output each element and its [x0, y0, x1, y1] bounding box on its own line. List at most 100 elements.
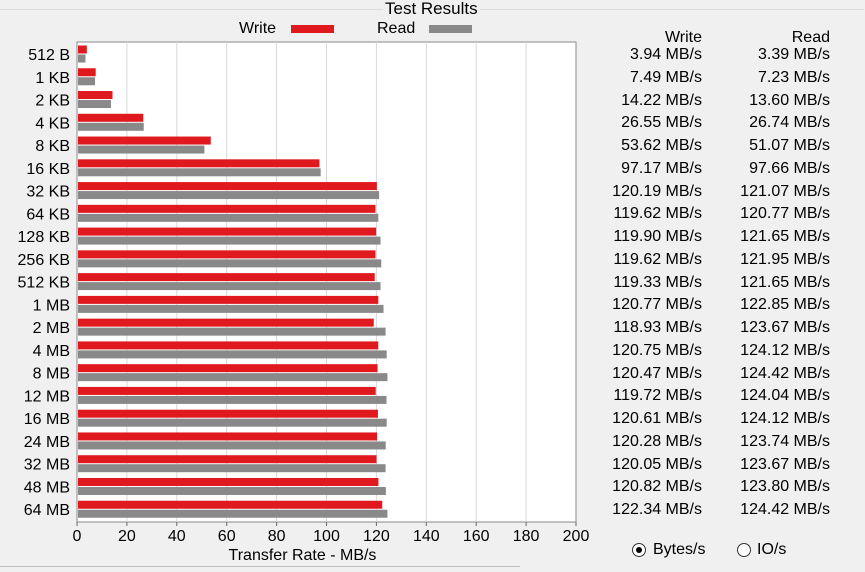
write-bar: [78, 500, 383, 509]
legend-read-swatch: [429, 25, 472, 33]
category-label: 12 MB: [24, 388, 70, 405]
category-label: 64 KB: [26, 206, 70, 223]
read-bar: [78, 304, 384, 313]
write-value: 120.05 MB/s: [612, 455, 702, 473]
read-value: 123.74 MB/s: [740, 432, 830, 450]
read-value: 123.67 MB/s: [740, 455, 830, 473]
category-label: 512 KB: [18, 275, 70, 292]
read-value: 124.12 MB/s: [740, 341, 830, 359]
status-divider: [0, 566, 520, 567]
read-value: 123.67 MB/s: [740, 319, 830, 337]
read-value: 26.74 MB/s: [749, 114, 830, 132]
category-label: 8 KB: [35, 138, 70, 155]
write-value: 120.82 MB/s: [612, 478, 702, 496]
read-bar: [78, 464, 386, 473]
category-label: 1 MB: [33, 297, 70, 314]
io-per-second-radio[interactable]: [737, 543, 751, 557]
read-bar: [78, 327, 386, 336]
x-tick-label: 160: [463, 528, 490, 545]
read-bar: [78, 509, 388, 518]
read-bar: [78, 168, 321, 177]
bytes-per-second-label[interactable]: Bytes/s: [653, 541, 706, 558]
category-label: 256 KB: [18, 252, 70, 269]
read-bar: [78, 100, 111, 109]
read-bar: [78, 373, 388, 382]
read-bar: [78, 350, 387, 359]
read-value: 123.80 MB/s: [740, 478, 830, 496]
read-value: 122.85 MB/s: [740, 296, 830, 314]
x-tick-label: 100: [313, 528, 340, 545]
write-value: 119.90 MB/s: [613, 228, 702, 246]
read-value: 121.65 MB/s: [740, 273, 830, 291]
write-value: 120.47 MB/s: [612, 364, 702, 382]
x-tick-label: 0: [73, 528, 82, 545]
write-bar: [78, 455, 377, 464]
write-value: 97.17 MB/s: [621, 159, 702, 177]
write-value: 3.94 MB/s: [629, 46, 702, 63]
category-label: 64 MB: [24, 502, 70, 519]
write-bar: [78, 273, 375, 282]
category-label: 4 MB: [33, 343, 70, 360]
category-label: 48 MB: [24, 479, 70, 496]
x-axis-title: Transfer Rate - MB/s: [229, 547, 377, 564]
read-value: 7.23 MB/s: [757, 68, 830, 86]
group-title: Test Results: [383, 0, 480, 18]
write-bar: [78, 45, 87, 54]
write-value: 53.62 MB/s: [621, 137, 702, 155]
write-value: 120.61 MB/s: [612, 410, 702, 428]
category-label: 8 MB: [33, 366, 70, 383]
read-value: 124.42 MB/s: [740, 501, 830, 519]
read-value: 120.77 MB/s: [740, 205, 830, 223]
write-value: 119.62 MB/s: [613, 205, 702, 223]
write-value: 120.28 MB/s: [612, 432, 702, 450]
write-value: 14.22 MB/s: [621, 91, 702, 109]
write-bar: [78, 341, 379, 350]
write-value: 118.93 MB/s: [613, 319, 702, 337]
read-bar: [78, 213, 379, 222]
bar-chart: 512 B 1 KB 2 KB 4 KB 8 KB 16 KB 32 KB 64 KB 128 …: [18, 41, 590, 564]
write-value: 120.77 MB/s: [612, 296, 702, 314]
read-bar: [78, 236, 381, 245]
category-label: 2 MB: [33, 320, 70, 337]
legend-write-swatch: [291, 25, 334, 33]
x-tick-label: 60: [218, 528, 236, 545]
category-label: 512 B: [28, 47, 70, 64]
write-value: 119.33 MB/s: [613, 273, 702, 291]
read-value: 124.42 MB/s: [740, 364, 830, 382]
read-value: 124.04 MB/s: [740, 387, 830, 405]
write-bar: [78, 227, 377, 236]
write-bar: [78, 91, 113, 100]
write-value: 26.55 MB/s: [621, 114, 702, 132]
write-bar: [78, 295, 379, 304]
category-label: 1 KB: [35, 70, 70, 87]
x-tick-label: 180: [513, 528, 540, 545]
write-bar: [78, 364, 378, 373]
read-value: 97.66 MB/s: [749, 159, 830, 177]
x-tick-label: 200: [563, 528, 590, 545]
read-bar: [78, 259, 382, 268]
read-value: 121.07 MB/s: [740, 182, 830, 200]
read-value: 121.95 MB/s: [740, 250, 830, 268]
read-value: 3.39 MB/s: [757, 46, 830, 63]
category-label: 24 MB: [24, 434, 70, 451]
x-tick-label: 120: [363, 528, 390, 545]
write-bar: [78, 182, 377, 191]
bytes-per-second-radio[interactable]: [632, 543, 646, 557]
write-bar: [78, 318, 374, 327]
category-label: 4 KB: [35, 115, 70, 132]
read-bar: [78, 441, 386, 450]
write-bar: [78, 68, 96, 77]
x-tick-label: 80: [268, 528, 286, 545]
category-label: 32 MB: [24, 457, 70, 474]
write-value: 7.49 MB/s: [629, 68, 702, 86]
io-per-second-label[interactable]: IO/s: [757, 541, 787, 558]
write-bar: [78, 250, 376, 259]
write-value: 119.62 MB/s: [613, 250, 702, 268]
write-bar: [78, 136, 211, 145]
category-label: 32 KB: [26, 184, 70, 201]
category-label: 128 KB: [18, 229, 70, 246]
write-value: 119.72 MB/s: [613, 387, 702, 405]
write-value: 120.75 MB/s: [612, 341, 702, 359]
x-tick-label: 20: [118, 528, 136, 545]
write-value: 120.19 MB/s: [612, 182, 702, 200]
